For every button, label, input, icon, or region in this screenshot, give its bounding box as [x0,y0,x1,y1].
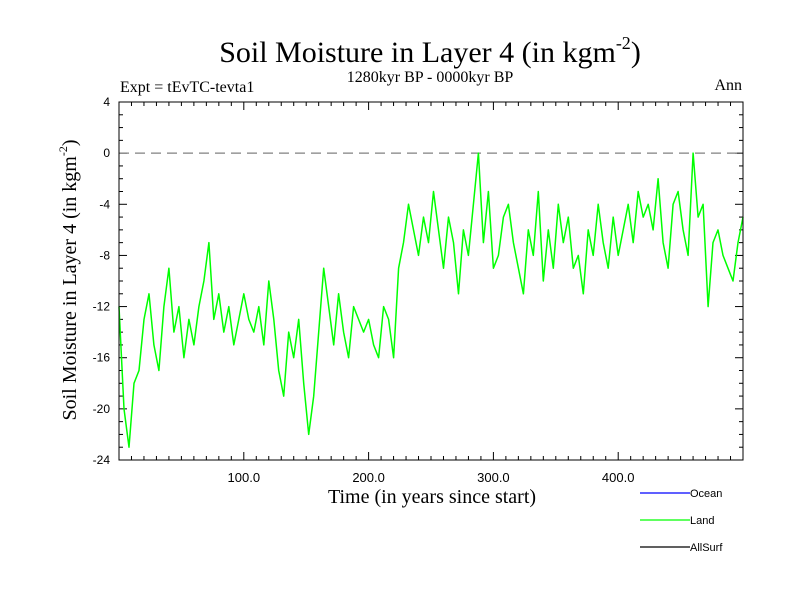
plot-frame [118,101,744,461]
chart-title: Soil Moisture in Layer 4 (in kgm-2) [219,33,641,69]
experiment-label: Expt = tEvTC-tevta1 [120,79,254,96]
x-tick-label: 200.0 [352,470,385,485]
y-tick-label: -12 [93,300,111,314]
x-tick-label: 100.0 [228,470,261,485]
legend-label-ocean: Ocean [690,488,722,500]
legend-label-land: Land [690,515,714,527]
y-tick-label: -24 [93,453,111,467]
series-line-land [118,152,744,448]
y-tick-label: -4 [99,197,110,211]
season-label: Ann [714,77,742,94]
chart-subtitle: 1280kyr BP - 0000kyr BP [347,69,514,86]
y-axis-title: Soil Moisture in Layer 4 (in kgm-2) [56,139,81,420]
y-tick-label: 0 [103,146,110,160]
x-axis-title: Time (in years since start) [328,486,536,508]
legend-label-allsurf: AllSurf [690,542,723,554]
legend: Ocean Land AllSurf [640,488,723,554]
y-tick-label: -20 [93,402,111,416]
axis-ticks [118,101,744,461]
y-tick-label: -16 [93,351,111,365]
y-tick-label: 4 [103,95,110,109]
tick-labels: 100.0 200.0 300.0 400.0 4 0 -4 -8 -12 -16 -20 -24 [93,95,635,485]
series-layer [118,152,744,448]
x-tick-label: 300.0 [477,470,510,485]
x-tick-label: 400.0 [602,470,635,485]
y-tick-label: -8 [99,248,110,262]
